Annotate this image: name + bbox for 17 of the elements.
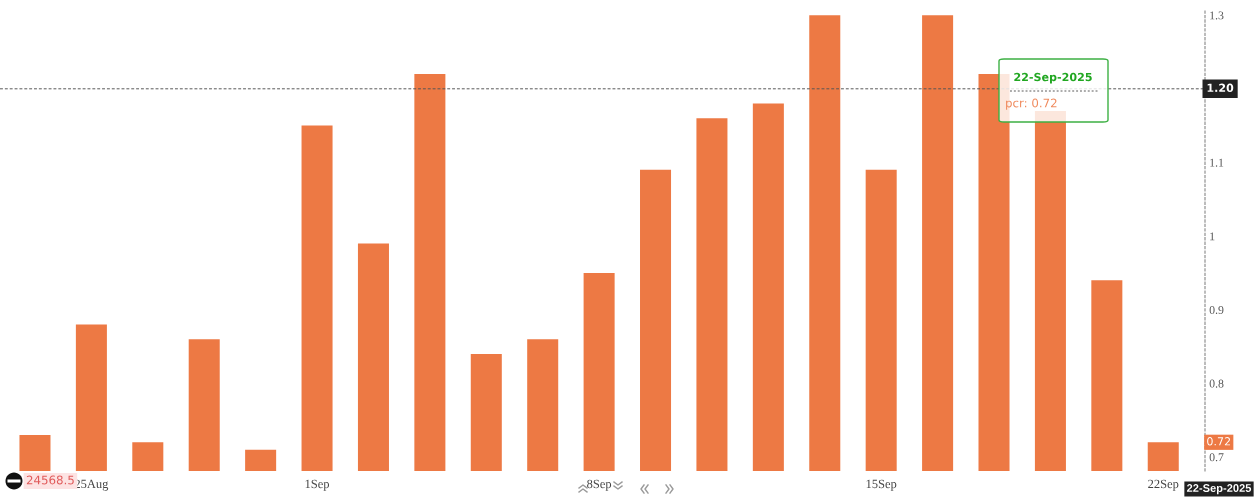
y-tick-label: 0.9	[1209, 305, 1224, 314]
x-tick-label: 22Sep	[1148, 479, 1179, 491]
y-tick-label: 0.8	[1209, 379, 1224, 388]
annotation: 22-Sep-2025	[1014, 72, 1092, 84]
y-tick-label: 1.3	[1210, 11, 1224, 20]
text: 22-Sep-2025	[1186, 484, 1252, 495]
text: 24568.5	[26, 475, 74, 485]
x-tick-label: 15Sep	[866, 479, 897, 491]
annotation: 0.72	[1207, 437, 1231, 446]
y-tick-label: 1.1	[1210, 158, 1224, 167]
ref-line-label: 1.20	[1207, 83, 1234, 93]
x-tick-label: 25Aug	[74, 479, 109, 491]
y-tick-label: 1	[1210, 232, 1215, 241]
x-tick-label: 8Sep	[587, 479, 612, 491]
x-tick-label: 1Sep	[305, 479, 330, 491]
y-tick-label: 0.7	[1209, 453, 1224, 462]
annotation: pcr: 0.72	[1006, 98, 1057, 110]
